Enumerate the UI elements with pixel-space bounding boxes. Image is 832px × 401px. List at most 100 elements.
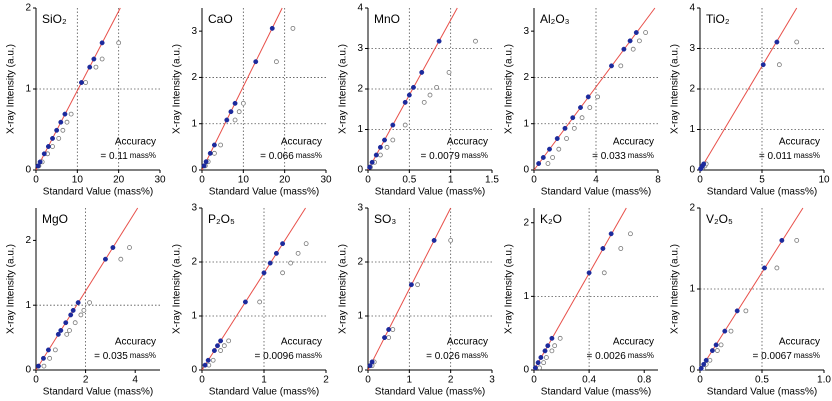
raw-point <box>303 241 309 247</box>
y-tick-label: 1 <box>689 124 695 135</box>
plot-area <box>368 208 492 370</box>
x-tick-label: 4 <box>593 175 599 186</box>
y-tick-label: 2 <box>523 72 529 83</box>
x-tick-label: 0 <box>199 375 205 386</box>
point <box>586 270 592 276</box>
point <box>538 355 544 360</box>
accuracy: = 0.035 mass% <box>94 351 156 362</box>
point <box>578 105 583 110</box>
point <box>406 92 412 98</box>
plot-area <box>534 208 658 370</box>
annotation: Accuracy <box>281 137 322 148</box>
accuracy-value: = 0.0067 <box>753 351 793 362</box>
raw-point <box>226 338 232 344</box>
point <box>58 119 64 125</box>
x-tick-label: 1 <box>261 375 267 386</box>
raw-point <box>544 355 549 360</box>
panel: 0 5 10 0 1 2 3 4 TiO₂ Accuracy = 0.011 mass% Standar… <box>670 3 830 198</box>
accuracy-unit: mass% <box>296 351 322 360</box>
x-tick-label: 30 <box>320 175 332 186</box>
annotation: Accuracy <box>779 337 820 348</box>
y-tick-label: 3 <box>191 203 197 214</box>
point <box>554 136 560 141</box>
annotation: Accuracy <box>613 137 654 148</box>
raw-point <box>794 237 800 243</box>
point <box>253 59 259 65</box>
point <box>242 299 248 305</box>
raw-point <box>630 46 636 52</box>
point <box>570 115 576 121</box>
x-axis-label: Standard Value (mass%) <box>707 387 817 398</box>
fit-line <box>201 207 306 371</box>
plot-area <box>368 8 492 170</box>
accuracy: = 0.11 mass% <box>100 151 156 162</box>
panel: 0 1 2 3 0 1 2 3 SO₃ Accuracy = 0.026 mass% Standard … <box>338 203 496 398</box>
point <box>774 39 780 45</box>
raw-point <box>221 343 227 349</box>
point <box>373 152 379 158</box>
accuracy-value: = 0.033 <box>592 151 626 162</box>
x-tick-label: 0 <box>697 375 703 386</box>
raw-point <box>550 155 555 160</box>
point <box>91 56 97 62</box>
accuracy-unit: mass% <box>628 151 654 160</box>
x-tick-label: 10 <box>818 175 830 186</box>
point <box>261 270 267 276</box>
y-axis-label: X-ray Intensity (a.u.) <box>338 44 349 134</box>
panel-title: SO₃ <box>374 212 396 226</box>
raw-point <box>601 270 607 276</box>
accuracy: = 0.026 mass% <box>426 351 488 362</box>
y-tick-label: 1 <box>357 311 363 322</box>
accuracy-value: = 0.0079 <box>421 151 461 162</box>
y-tick-label: 3 <box>191 26 197 37</box>
point <box>207 150 213 156</box>
accuracy-unit: mass% <box>462 351 488 360</box>
point <box>50 135 55 141</box>
point <box>215 343 220 349</box>
point <box>99 40 105 46</box>
point <box>585 94 591 100</box>
raw-point <box>384 144 390 150</box>
accuracy-unit: mass% <box>130 351 156 360</box>
x-tick-label: 2 <box>448 375 454 386</box>
raw-point <box>549 348 555 354</box>
point <box>600 246 606 251</box>
x-tick-label: 1.5 <box>485 175 499 186</box>
raw-point <box>718 342 724 348</box>
y-tick-label: 2 <box>191 72 197 83</box>
panel: 0 0.5 1.0 0 1 2 V₂O₅ Accuracy = 0.0067 mass% Stand… <box>670 203 832 398</box>
point <box>367 363 373 369</box>
point <box>79 80 84 85</box>
raw-point <box>116 40 122 46</box>
raw-point <box>587 105 593 110</box>
accuracy: = 0.0026 mass% <box>587 351 654 362</box>
raw-point <box>236 109 242 115</box>
raw-point <box>99 56 105 62</box>
x-axis-label: Standard Value (mass%) <box>541 387 651 398</box>
x-axis-label: Standard Value (mass%) <box>209 387 319 398</box>
raw-point <box>288 260 294 266</box>
accuracy-unit: mass% <box>130 151 156 160</box>
y-tick-label: 1 <box>523 291 529 302</box>
raw-point <box>557 335 563 341</box>
raw-point <box>280 270 286 276</box>
raw-point <box>434 84 440 90</box>
y-axis-label: X-ray Intensity (a.u.) <box>504 44 515 134</box>
point <box>280 241 286 247</box>
raw-point <box>257 299 263 305</box>
accuracy-unit: mass% <box>628 351 654 360</box>
y-tick-label: 1 <box>523 118 529 129</box>
x-tick-label: 0.5 <box>402 175 416 186</box>
point <box>62 111 68 117</box>
x-tick-label: 1 <box>407 375 413 386</box>
point <box>621 46 627 52</box>
fit-line <box>367 207 452 371</box>
x-tick-label: 0.8 <box>637 375 651 386</box>
raw-point <box>68 111 74 117</box>
annotation: Accuracy <box>115 337 156 348</box>
raw-point <box>427 92 433 98</box>
raw-point <box>774 265 780 271</box>
raw-point <box>64 119 70 125</box>
y-axis-label: X-ray Intensity (a.u.) <box>670 244 681 334</box>
point <box>760 62 766 68</box>
